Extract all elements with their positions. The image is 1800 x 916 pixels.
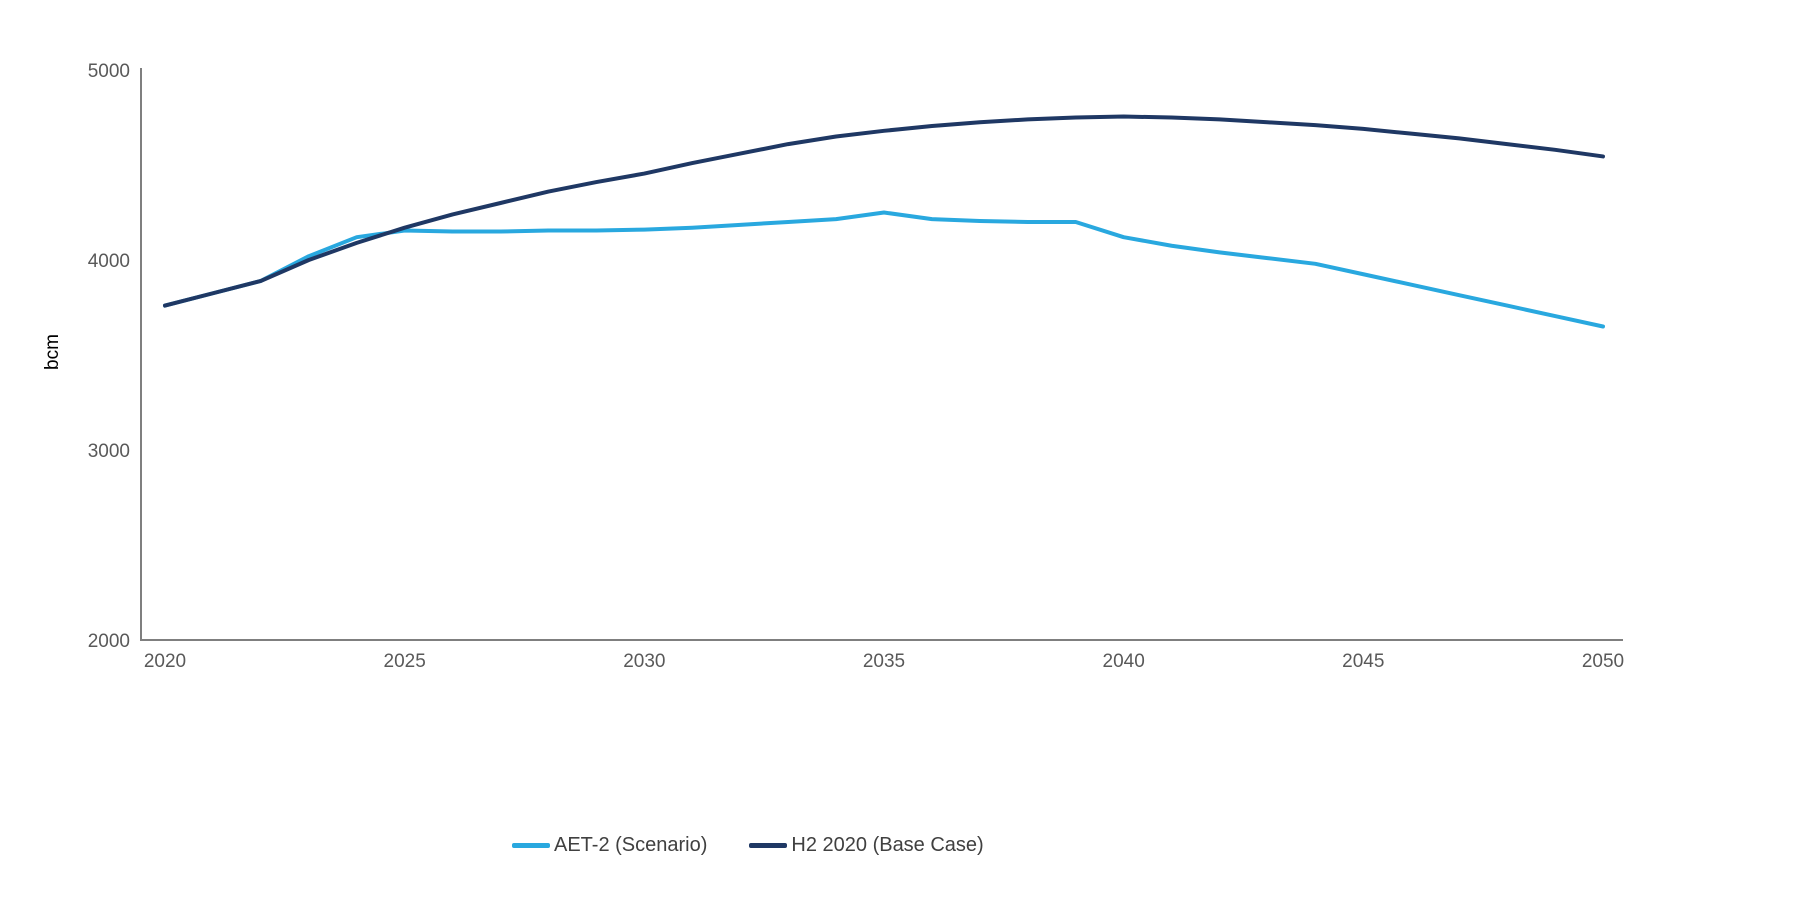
legend-item-1: H2 2020 (Base Case) bbox=[749, 832, 984, 858]
x-tick-label: 2020 bbox=[144, 651, 186, 672]
legend-swatch-0 bbox=[512, 842, 550, 848]
legend-swatch-1 bbox=[749, 842, 788, 848]
x-tick-label: 2025 bbox=[384, 651, 426, 672]
y-tick-label: 3000 bbox=[88, 441, 130, 462]
x-tick-label: 2035 bbox=[863, 651, 905, 672]
y-tick-label: 2000 bbox=[88, 631, 130, 652]
y-tick-label: 5000 bbox=[88, 61, 130, 82]
series-line-0 bbox=[163, 210, 1605, 329]
y-axis-title: bcm bbox=[42, 334, 63, 370]
legend-item-0: AET-2 (Scenario) bbox=[512, 832, 707, 858]
legend: AET-2 (Scenario) H2 2020 (Base Case) bbox=[512, 832, 984, 858]
x-tick-label: 2050 bbox=[1582, 651, 1624, 672]
series-line-1 bbox=[163, 114, 1605, 308]
legend-label-1: H2 2020 (Base Case) bbox=[791, 834, 984, 856]
y-tick-label: 4000 bbox=[88, 251, 130, 272]
x-tick-label: 2030 bbox=[623, 651, 665, 672]
x-tick-label: 2040 bbox=[1103, 651, 1145, 672]
x-tick-label: 2045 bbox=[1342, 651, 1384, 672]
legend-label-0: AET-2 (Scenario) bbox=[554, 834, 708, 856]
